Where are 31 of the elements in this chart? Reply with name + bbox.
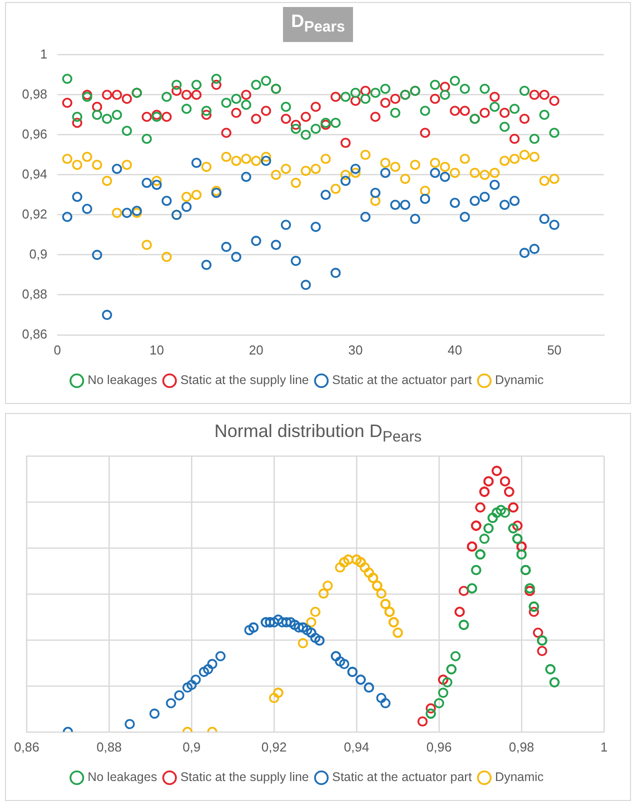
x-tick-label: 50 xyxy=(547,342,562,358)
y-tick-label: 1 xyxy=(40,46,48,62)
x-tick-label: 10 xyxy=(149,342,164,358)
legend-label: Dynamic xyxy=(495,373,544,388)
legend-label: Static at the supply line xyxy=(180,373,309,388)
y-tick-label: 0,98 xyxy=(22,86,48,102)
x-tick-label: 40 xyxy=(448,342,462,358)
x-tick-label: 0,9 xyxy=(182,739,201,754)
chart-title: Normal distribution D$_{Pears}$ xyxy=(213,420,423,448)
y-tick-label: 0,86 xyxy=(22,326,48,342)
legend-label: Static at the actuator part xyxy=(332,373,472,388)
legend-label: Static at the supply line xyxy=(180,770,309,784)
x-tick-label: 30 xyxy=(348,342,363,358)
x-tick-label: 0,92 xyxy=(261,739,287,754)
x-tick-label: 0,94 xyxy=(344,739,370,754)
y-tick-label: 0,88 xyxy=(22,286,48,302)
legend-label: No leakages xyxy=(88,770,158,784)
legend-label: Dynamic xyxy=(495,770,544,784)
legend-label: No leakages xyxy=(88,373,158,388)
y-tick-label: 0,9 xyxy=(29,246,48,262)
y-tick-label: 0,94 xyxy=(22,166,48,182)
x-tick-label: 20 xyxy=(248,342,264,358)
x-tick-label: 1 xyxy=(600,739,608,754)
legend-label: Static at the actuator part xyxy=(332,770,472,784)
x-tick-label: 0,88 xyxy=(96,739,122,754)
x-tick-label: 0,96 xyxy=(426,739,452,754)
x-tick-label: 0,98 xyxy=(508,739,534,754)
y-tick-label: 0,96 xyxy=(22,126,48,142)
chart-title: D$_{Pears}$ xyxy=(283,7,353,42)
y-tick-label: 0,92 xyxy=(22,206,48,222)
x-tick-label: 0 xyxy=(54,342,61,358)
